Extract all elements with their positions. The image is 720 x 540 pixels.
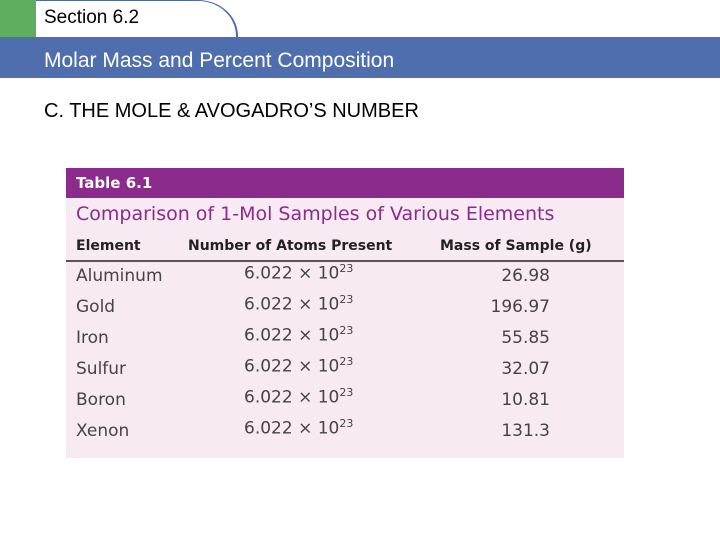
table-title: Comparison of 1-Mol Samples of Various E… — [76, 203, 555, 225]
atoms-base: 6.022 × 10 — [244, 325, 340, 346]
atoms-base: 6.022 × 10 — [244, 356, 340, 377]
column-header: Number of Atoms Present — [188, 238, 393, 254]
mass-cell: 26.98 — [501, 266, 550, 286]
slide-heading: C. THE MOLE & AVOGADRO’S NUMBER — [44, 100, 419, 122]
element-cell: Xenon — [76, 421, 130, 441]
title-band — [0, 37, 720, 78]
mass-cell: 32.07 — [501, 359, 550, 379]
atoms-exponent: 23 — [339, 293, 354, 306]
element-cell: Aluminum — [76, 266, 163, 286]
atoms-exponent: 23 — [339, 355, 354, 368]
corner-block — [0, 0, 36, 37]
atoms-cell: 6.022 × 1023 — [244, 355, 353, 377]
element-cell: Sulfur — [76, 359, 127, 379]
element-cell: Iron — [76, 328, 109, 348]
column-header: Element — [76, 238, 141, 254]
atoms-exponent: 23 — [339, 262, 354, 275]
header-rule — [66, 260, 624, 262]
element-cell: Boron — [76, 390, 126, 410]
atoms-cell: 6.022 × 1023 — [244, 262, 353, 284]
mass-cell: 55.85 — [501, 328, 550, 348]
mass-cell: 196.97 — [490, 297, 550, 317]
atoms-exponent: 23 — [339, 386, 354, 399]
atoms-cell: 6.022 × 1023 — [244, 386, 353, 408]
slide-subtitle: Molar Mass and Percent Composition — [44, 49, 395, 72]
table-label: Table 6.1 — [76, 174, 153, 192]
atoms-exponent: 23 — [339, 324, 354, 337]
table: Table 6.1 Comparison of 1-Mol Samples of… — [66, 168, 624, 458]
column-header: Mass of Sample (g) — [440, 238, 592, 254]
section-tab — [36, 0, 238, 37]
atoms-cell: 6.022 × 1023 — [244, 324, 353, 346]
section-label: Section 6.2 — [44, 7, 140, 28]
atoms-base: 6.022 × 10 — [244, 387, 340, 408]
atoms-cell: 6.022 × 1023 — [244, 417, 353, 439]
atoms-base: 6.022 × 10 — [244, 294, 340, 315]
atoms-base: 6.022 × 10 — [244, 263, 340, 284]
mass-cell: 10.81 — [501, 390, 550, 410]
atoms-cell: 6.022 × 1023 — [244, 293, 353, 315]
table-bar — [66, 168, 624, 198]
atoms-exponent: 23 — [339, 417, 354, 430]
mass-cell: 131.3 — [501, 421, 550, 441]
atoms-base: 6.022 × 10 — [244, 418, 340, 439]
element-cell: Gold — [76, 297, 116, 317]
